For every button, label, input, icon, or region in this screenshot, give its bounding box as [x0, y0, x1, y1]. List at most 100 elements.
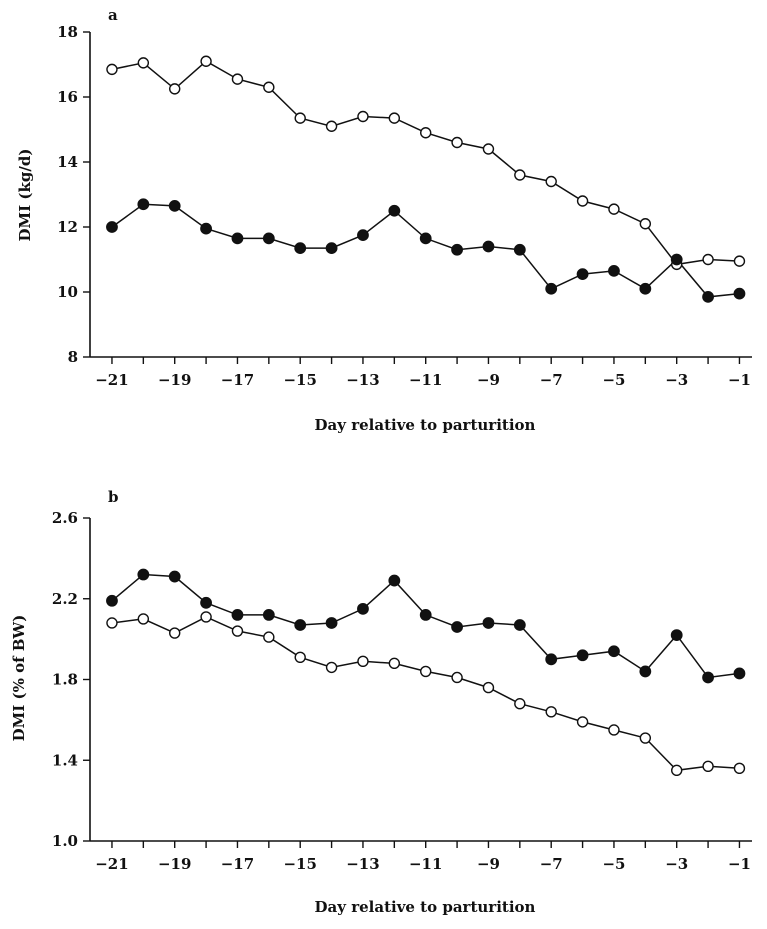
- x-tick-label: −17: [221, 855, 254, 873]
- data-point-open-circle: [231, 73, 244, 85]
- data-point-filled-circle: [168, 570, 181, 583]
- axis-ticks: 1.0 1.4 1.8 2.2 2.6 −21 −19 −17 −15 −13 −11 −9 −7 −5 −…: [52, 509, 751, 873]
- x-tick-label: −19: [158, 855, 191, 873]
- x-tick-label: −17: [221, 371, 254, 389]
- data-point-open-circle: [702, 760, 714, 773]
- data-point-open-circle: [325, 120, 338, 132]
- data-point-filled-circle: [419, 232, 432, 245]
- data-point-open-circle: [420, 127, 432, 139]
- x-tick-label: −1: [728, 855, 751, 873]
- x-tick-label: −11: [409, 855, 442, 873]
- data-point-filled-circle: [137, 568, 150, 581]
- y-axis-title: DMI (% of BW): [10, 615, 28, 742]
- data-point-filled-circle: [482, 617, 495, 629]
- y-tick-label: 18: [57, 23, 78, 41]
- data-point-filled-circle: [200, 222, 212, 235]
- data-point-filled-circle: [702, 290, 714, 303]
- y-tick-label: 1.4: [52, 751, 78, 769]
- x-tick-label: −9: [477, 371, 500, 389]
- data-point-filled-circle: [168, 199, 181, 212]
- data-point-open-circle: [545, 706, 557, 718]
- data-point-open-circle: [106, 617, 118, 629]
- data-point-open-circle: [639, 732, 652, 744]
- series-line-filled-circle: [111, 573, 740, 679]
- data-point-filled-circle: [231, 609, 244, 621]
- x-tick-label: −1: [728, 371, 751, 389]
- data-point-filled-circle: [733, 667, 746, 680]
- data-point-filled-circle: [294, 242, 307, 255]
- chart-panel-a: a DMI (kg/d) Day relative to parturition…: [16, 6, 752, 434]
- x-tick-label: −15: [283, 855, 316, 873]
- data-point-filled-circle: [231, 232, 244, 245]
- x-tick-label: −3: [665, 371, 688, 389]
- data-point-open-circle: [639, 218, 652, 230]
- data-point-filled-circle: [325, 617, 338, 629]
- data-point-filled-circle: [639, 665, 652, 678]
- y-tick-label: 2.2: [52, 590, 78, 608]
- y-tick-label: 12: [57, 218, 78, 236]
- x-tick-label: −13: [346, 371, 379, 389]
- data-point-filled-circle: [576, 649, 589, 662]
- x-tick-label: −9: [477, 855, 500, 873]
- data-point-filled-circle: [200, 596, 212, 609]
- data-point-open-circle: [325, 661, 338, 674]
- data-point-filled-circle: [262, 609, 275, 621]
- data-point-filled-circle: [670, 253, 683, 266]
- data-point-open-circle: [671, 764, 683, 777]
- data-point-open-circle: [357, 655, 369, 668]
- data-point-filled-circle: [357, 229, 369, 242]
- series-group: [106, 55, 746, 303]
- data-point-filled-circle: [137, 198, 150, 211]
- axis-ticks: 8 10 12 14 16 18 −21 −19 −17 −15 −13 −11 −9 −7 −5 −3 −1: [57, 23, 751, 389]
- x-tick-label: −5: [602, 371, 625, 389]
- y-tick-label: 1.0: [52, 832, 78, 850]
- x-tick-label: −21: [95, 855, 128, 873]
- panel-label: a: [108, 6, 118, 24]
- x-axis-title: Day relative to parturition: [315, 898, 536, 916]
- x-tick-label: −3: [665, 855, 688, 873]
- series-line-open-circle: [111, 616, 740, 772]
- panel-label: b: [108, 488, 119, 506]
- data-point-open-circle: [263, 81, 275, 93]
- data-point-filled-circle: [702, 671, 714, 684]
- data-point-open-circle: [294, 112, 306, 124]
- data-point-filled-circle: [106, 221, 118, 233]
- data-point-open-circle: [482, 681, 495, 694]
- data-point-filled-circle: [545, 653, 558, 666]
- data-point-filled-circle: [513, 619, 526, 631]
- data-point-open-circle: [451, 136, 463, 149]
- y-tick-label: 2.6: [52, 509, 78, 527]
- data-point-filled-circle: [325, 242, 338, 255]
- data-point-filled-circle: [513, 243, 526, 256]
- data-point-open-circle: [231, 625, 244, 637]
- data-point-filled-circle: [451, 243, 463, 256]
- data-point-open-circle: [420, 665, 432, 678]
- data-point-filled-circle: [639, 282, 652, 295]
- data-point-open-circle: [388, 112, 401, 124]
- y-tick-label: 1.8: [52, 671, 78, 689]
- y-tick-label: 8: [68, 348, 78, 366]
- data-point-filled-circle: [294, 619, 307, 631]
- data-point-filled-circle: [576, 268, 589, 281]
- data-point-open-circle: [702, 253, 714, 266]
- data-point-open-circle: [200, 55, 212, 67]
- data-point-filled-circle: [357, 602, 369, 615]
- x-tick-label: −5: [602, 855, 625, 873]
- data-point-open-circle: [294, 651, 306, 663]
- data-point-filled-circle: [733, 287, 746, 300]
- data-point-filled-circle: [106, 594, 118, 607]
- data-point-filled-circle: [608, 264, 620, 277]
- y-tick-label: 16: [57, 88, 78, 106]
- data-point-filled-circle: [262, 232, 275, 245]
- x-tick-label: −15: [283, 371, 316, 389]
- data-point-open-circle: [263, 631, 275, 643]
- data-point-open-circle: [106, 63, 118, 76]
- data-point-open-circle: [451, 671, 463, 684]
- data-point-open-circle: [608, 724, 620, 736]
- y-tick-label: 10: [57, 283, 78, 301]
- y-tick-label: 14: [57, 153, 78, 171]
- data-point-open-circle: [388, 657, 401, 670]
- x-tick-label: −19: [158, 371, 191, 389]
- data-point-open-circle: [545, 175, 557, 188]
